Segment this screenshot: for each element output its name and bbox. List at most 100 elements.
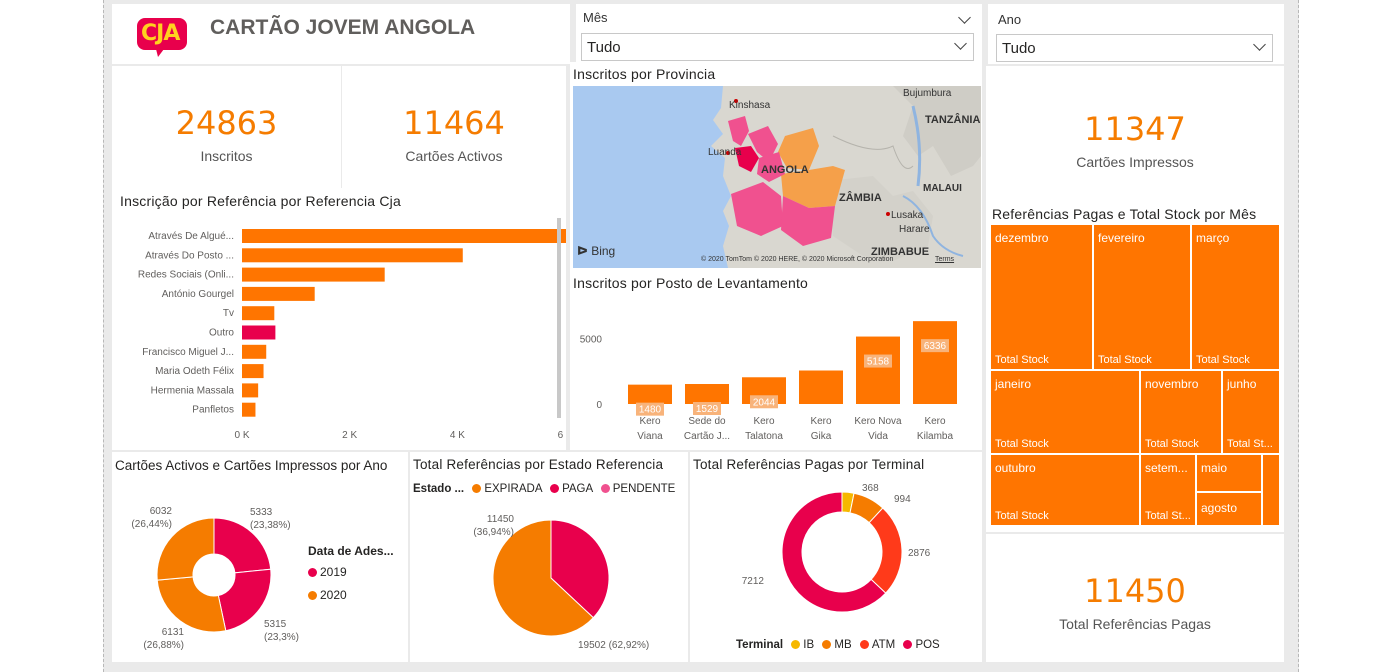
bar [628, 384, 672, 404]
treemap-cell-value: Total Stock [995, 354, 1049, 366]
treemap-cell[interactable]: agosto [1196, 492, 1262, 526]
map-visual[interactable]: Kinshasa Bujumbura TANZÂNIA Luanda ANGOL… [573, 86, 981, 268]
treemap-cell[interactable]: setem... Total St... [1140, 454, 1196, 526]
bar-data-label: 2044 [753, 397, 776, 408]
x-category-label: Kero [639, 416, 661, 427]
bar [242, 364, 264, 379]
bing-text: Bing [591, 244, 616, 258]
bar-category-label: Tv [223, 308, 234, 319]
map-title: Inscritos por Provincia [573, 66, 716, 82]
x-tick-label: 4 K [450, 430, 465, 441]
donut-terminal-chart[interactable]: 368 994 2876 7212 [690, 452, 982, 662]
bing-logo: ᐅ Bing [577, 244, 616, 258]
pie-slice [868, 507, 903, 594]
pie-slice [156, 576, 227, 633]
legend-label: EXPIRADA [484, 483, 542, 495]
treemap-cell[interactable]: maio [1196, 454, 1262, 492]
legend-item-pos[interactable]: POS [903, 639, 940, 651]
data-label-bg [864, 354, 892, 368]
map-card: Inscritos por Provincia [570, 62, 982, 270]
chevron-down-icon[interactable] [958, 11, 971, 24]
treemap-cell-value: Total Stock [1196, 354, 1250, 366]
x-category-label: Kero [810, 416, 832, 427]
donut-terminal-card: Total Referências Pagas por Terminal 368… [690, 452, 982, 662]
legend-item-paga[interactable]: PAGA [550, 483, 593, 495]
treemap-cell[interactable]: junho Total St... [1222, 370, 1280, 454]
bar [242, 344, 267, 359]
legend-label: IB [803, 639, 815, 651]
map-place-label: Luanda [708, 147, 742, 158]
pie-slice [550, 519, 610, 619]
legend-item-pendente[interactable]: PENDENTE [600, 483, 675, 495]
legend-item-2020[interactable]: 2020 [308, 588, 347, 602]
map-place-label: MALAUI [923, 183, 962, 194]
legend-marker [472, 484, 482, 493]
logo-text: CJA [141, 21, 180, 46]
treemap-cell[interactable]: novembro Total Stock [1140, 370, 1222, 454]
map-place-label: Bujumbura [903, 88, 952, 99]
ref-bar-chart[interactable]: Através De Algué... Através Do Posto ... R… [112, 188, 566, 450]
treemap-cell[interactable]: dezembro Total Stock [990, 224, 1093, 370]
treemap-cell-value: Total Stock [995, 438, 1049, 450]
bar-data-label: 5158 [867, 357, 890, 368]
bar-category-label: Outro [209, 328, 234, 339]
kpi-value: 11347 [1084, 110, 1186, 148]
treemap-cell-value: Total Stock [995, 510, 1049, 522]
treemap-cell[interactable]: fevereiro Total Stock [1093, 224, 1191, 370]
scrollbar[interactable] [557, 218, 561, 418]
treemap[interactable]: dezembro Total Stock fevereiro Total Stock… [990, 224, 1280, 526]
pie-slice [156, 517, 215, 581]
legend-item-ib[interactable]: IB [791, 639, 814, 651]
bar-category-label: António Gourgel [162, 289, 234, 300]
pie-data-label: 7212 [742, 576, 765, 587]
treemap-cell-name: junho [1227, 377, 1257, 391]
x-category-label: Vida [868, 431, 888, 442]
bar [913, 321, 957, 404]
ano-slicer[interactable]: Ano Tudo [988, 4, 1284, 64]
bar-category-label: Hermenia Massala [151, 385, 235, 396]
donut-ano-chart[interactable]: 5333 (23,38%) 5315 (23,3%) 6131 (26,88%) 6032 (… [112, 452, 408, 662]
treemap-cell-name: outubro [995, 461, 1036, 475]
x-tick-label: 2 K [342, 430, 357, 441]
legend-marker [822, 640, 832, 649]
legend-item-atm[interactable]: ATM [859, 639, 895, 651]
treemap-cell[interactable]: janeiro Total Stock [990, 370, 1140, 454]
bar [685, 384, 729, 404]
map-terms-link[interactable]: Terms [935, 256, 955, 263]
treemap-cell-value: Total St... [1145, 510, 1191, 522]
legend-marker [308, 591, 317, 600]
treemap-cell[interactable]: outubro Total Stock [990, 454, 1140, 526]
legend-title: Terminal [736, 639, 784, 651]
legend-label: POS [915, 639, 940, 651]
legend-marker [791, 640, 801, 649]
pie-estado-chart[interactable]: 11450 (36,94%) 19502 (62,92%) [410, 452, 688, 662]
bar [242, 306, 275, 321]
pie-data-label: (26,88%) [143, 640, 184, 651]
treemap-cell[interactable]: março Total Stock [1191, 224, 1280, 370]
pie-data-label: (23,38%) [250, 520, 291, 531]
pie-data-label: 6032 [150, 506, 173, 517]
treemap-cell-name: dezembro [995, 231, 1049, 245]
x-category-label: Kilamba [917, 431, 954, 442]
legend-item-mb[interactable]: MB [822, 639, 852, 651]
legend-item-expirada[interactable]: EXPIRADA [472, 483, 542, 495]
mes-slicer[interactable]: Mês Tudo [576, 4, 982, 64]
donut-ano-card: Cartões Activos e Cartões Impressos por … [112, 452, 408, 662]
data-label-bg [921, 339, 949, 353]
chevron-down-icon [954, 37, 967, 50]
terminal-legend: Terminal IB MB ATM POS [736, 639, 940, 651]
bar [242, 325, 276, 340]
treemap-cell[interactable] [1262, 454, 1280, 526]
legend-item-2019[interactable]: 2019 [308, 565, 347, 579]
mes-dropdown[interactable]: Tudo [581, 33, 974, 61]
treemap-cell-name: março [1196, 231, 1230, 245]
ano-dropdown[interactable]: Tudo [996, 34, 1273, 62]
posto-chart-card: Inscritos por Posto de Levantamento 0 500… [570, 270, 982, 450]
pie-data-label: 6131 [162, 627, 185, 638]
kpi-cartoes-impressos-card: 11347 Cartões Impressos [986, 66, 1284, 202]
treemap-cell-name: janeiro [995, 377, 1032, 391]
pie-data-label: 19502 (62,92%) [578, 640, 649, 651]
legend-marker [859, 640, 869, 649]
bar [242, 383, 259, 398]
